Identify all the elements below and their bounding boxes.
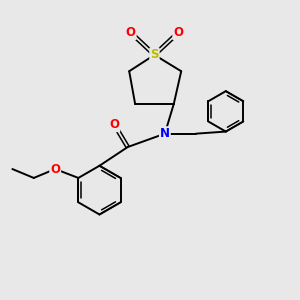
- Text: O: O: [109, 118, 119, 131]
- Text: O: O: [50, 163, 60, 176]
- Text: S: S: [150, 48, 159, 62]
- Text: N: N: [160, 127, 170, 140]
- Text: O: O: [173, 26, 183, 39]
- Text: O: O: [126, 26, 136, 39]
